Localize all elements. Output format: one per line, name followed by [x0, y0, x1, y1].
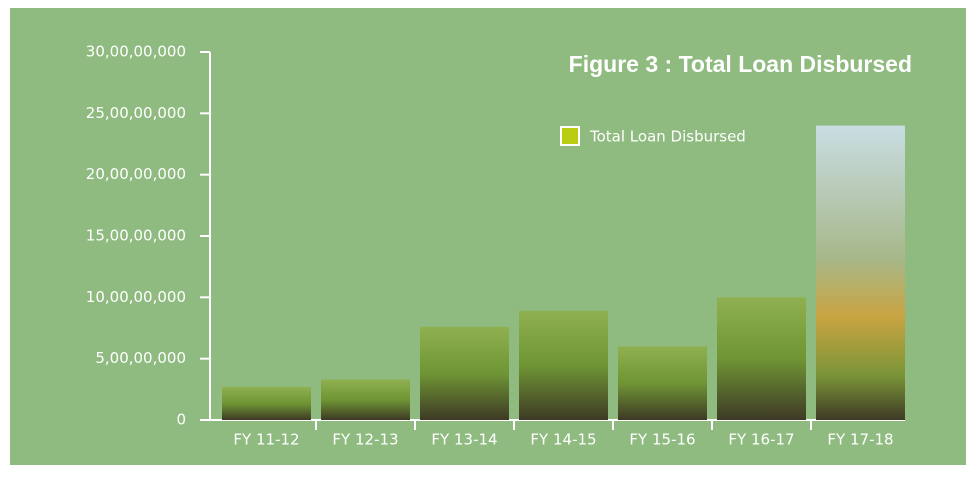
- bar: [222, 386, 311, 420]
- legend-label: Total Loan Disbursed: [589, 128, 746, 146]
- x-tick-label: FY 12-13: [332, 431, 398, 449]
- x-tick-label: FY 13-14: [431, 431, 497, 449]
- y-tick-label: 15,00,00,000: [86, 227, 186, 245]
- x-tick-label: FY 15-16: [629, 431, 695, 449]
- bar: [816, 125, 905, 420]
- y-tick-label: 25,00,00,000: [86, 104, 186, 122]
- y-tick-label: 30,00,00,000: [86, 43, 186, 61]
- y-tick-label: 20,00,00,000: [86, 165, 186, 183]
- chart-title: Figure 3 : Total Loan Disbursed: [569, 51, 912, 77]
- x-tick-label: FY 17-18: [827, 431, 893, 449]
- bar: [420, 326, 509, 420]
- y-tick-label: 0: [176, 411, 186, 429]
- x-tick-label: FY 16-17: [728, 431, 794, 449]
- x-tick-label: FY 14-15: [530, 431, 596, 449]
- bar: [618, 346, 707, 420]
- bar: [519, 310, 608, 420]
- bar: [717, 297, 806, 420]
- bar: [321, 379, 410, 420]
- y-tick-label: 5,00,00,000: [95, 349, 186, 367]
- y-tick-label: 10,00,00,000: [86, 288, 186, 306]
- legend-swatch: [560, 126, 580, 146]
- x-tick-label: FY 11-12: [233, 431, 299, 449]
